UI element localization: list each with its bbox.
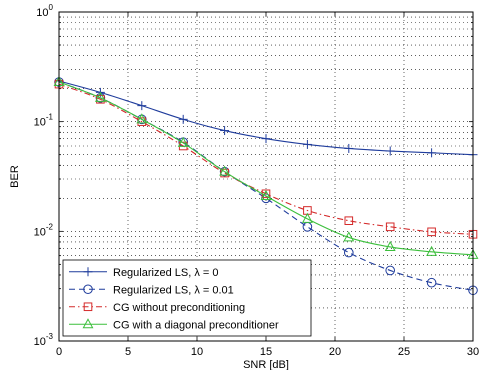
legend-label: CG with a diagonal preconditioner [113, 319, 279, 331]
square-marker [385, 222, 395, 232]
series-4 [53, 75, 479, 259]
plot-frame [58, 11, 474, 342]
series-layer [53, 75, 479, 296]
x-tick-label: 15 [260, 346, 272, 358]
x-tick-label: 5 [125, 346, 131, 358]
grid-layer [59, 12, 473, 341]
plus-marker [344, 143, 354, 153]
plus-marker [427, 148, 437, 158]
square-marker [83, 302, 93, 312]
legend-box [62, 259, 312, 337]
triangle-marker [301, 212, 313, 223]
triangle-marker [260, 189, 272, 200]
square-marker [427, 227, 436, 237]
legend-label: CG without preconditioning [113, 302, 245, 314]
series-1 [54, 76, 478, 160]
plus-marker [137, 101, 147, 111]
y-tick-base: 10 [34, 336, 46, 348]
triangle-marker [94, 91, 106, 102]
plus-marker [220, 126, 230, 136]
x-tick-label: 20 [329, 346, 341, 358]
y-tick-exponent: -3 [46, 332, 54, 341]
plus-marker [302, 139, 312, 149]
circle-marker [385, 265, 396, 276]
triangle-marker [219, 165, 231, 176]
y-tick-label: 10-3 [34, 332, 54, 348]
plus-marker [261, 134, 271, 144]
series-line [58, 81, 474, 256]
circle-marker [344, 247, 354, 258]
y-axis-label: BER [9, 165, 21, 188]
triangle-marker [82, 318, 94, 329]
x-axis-label: SNR [dB] [243, 359, 289, 370]
y-tick-base: 10 [34, 117, 46, 129]
triangle-marker [343, 231, 355, 242]
legend-entry: CG with a diagonal preconditioner [69, 318, 279, 331]
y-tick-label: 10-2 [34, 222, 54, 238]
plus-marker [385, 146, 395, 156]
y-tick-exponent: -1 [46, 113, 54, 122]
plus-marker [83, 267, 93, 277]
series-line [58, 83, 474, 235]
legend-label: Regularized LS, λ = 0.01 [113, 284, 234, 296]
square-marker [344, 216, 354, 226]
triangle-marker [136, 113, 148, 124]
legend-entry: Regularized LS, λ = 0.01 [69, 284, 234, 296]
legend-label: Regularized LS, λ = 0 [113, 267, 218, 279]
y-tick-exponent: -2 [46, 222, 54, 231]
triangle-marker [177, 136, 189, 147]
triangle-marker [426, 245, 438, 256]
y-tick-exponent: 0 [49, 3, 54, 12]
series-line [58, 81, 474, 291]
x-tick-label: 0 [56, 346, 62, 358]
y-tick-base: 10 [34, 226, 46, 238]
circle-marker [426, 277, 437, 288]
x-tick-label: 10 [191, 346, 203, 358]
triangle-marker [384, 240, 396, 251]
y-tick-base: 10 [36, 7, 48, 19]
x-tick-label: 30 [467, 346, 479, 358]
legend: Regularized LS, λ = 0 Regularized LS, λ =… [62, 259, 312, 337]
circle-marker [83, 284, 93, 295]
x-tick-label: 25 [398, 346, 410, 358]
y-tick-label: 10-1 [34, 113, 54, 129]
y-tick-label: 100 [36, 3, 53, 19]
plus-marker [178, 114, 188, 124]
legend-entry: Regularized LS, λ = 0 [69, 267, 218, 279]
legend-entry: CG without preconditioning [69, 302, 245, 314]
